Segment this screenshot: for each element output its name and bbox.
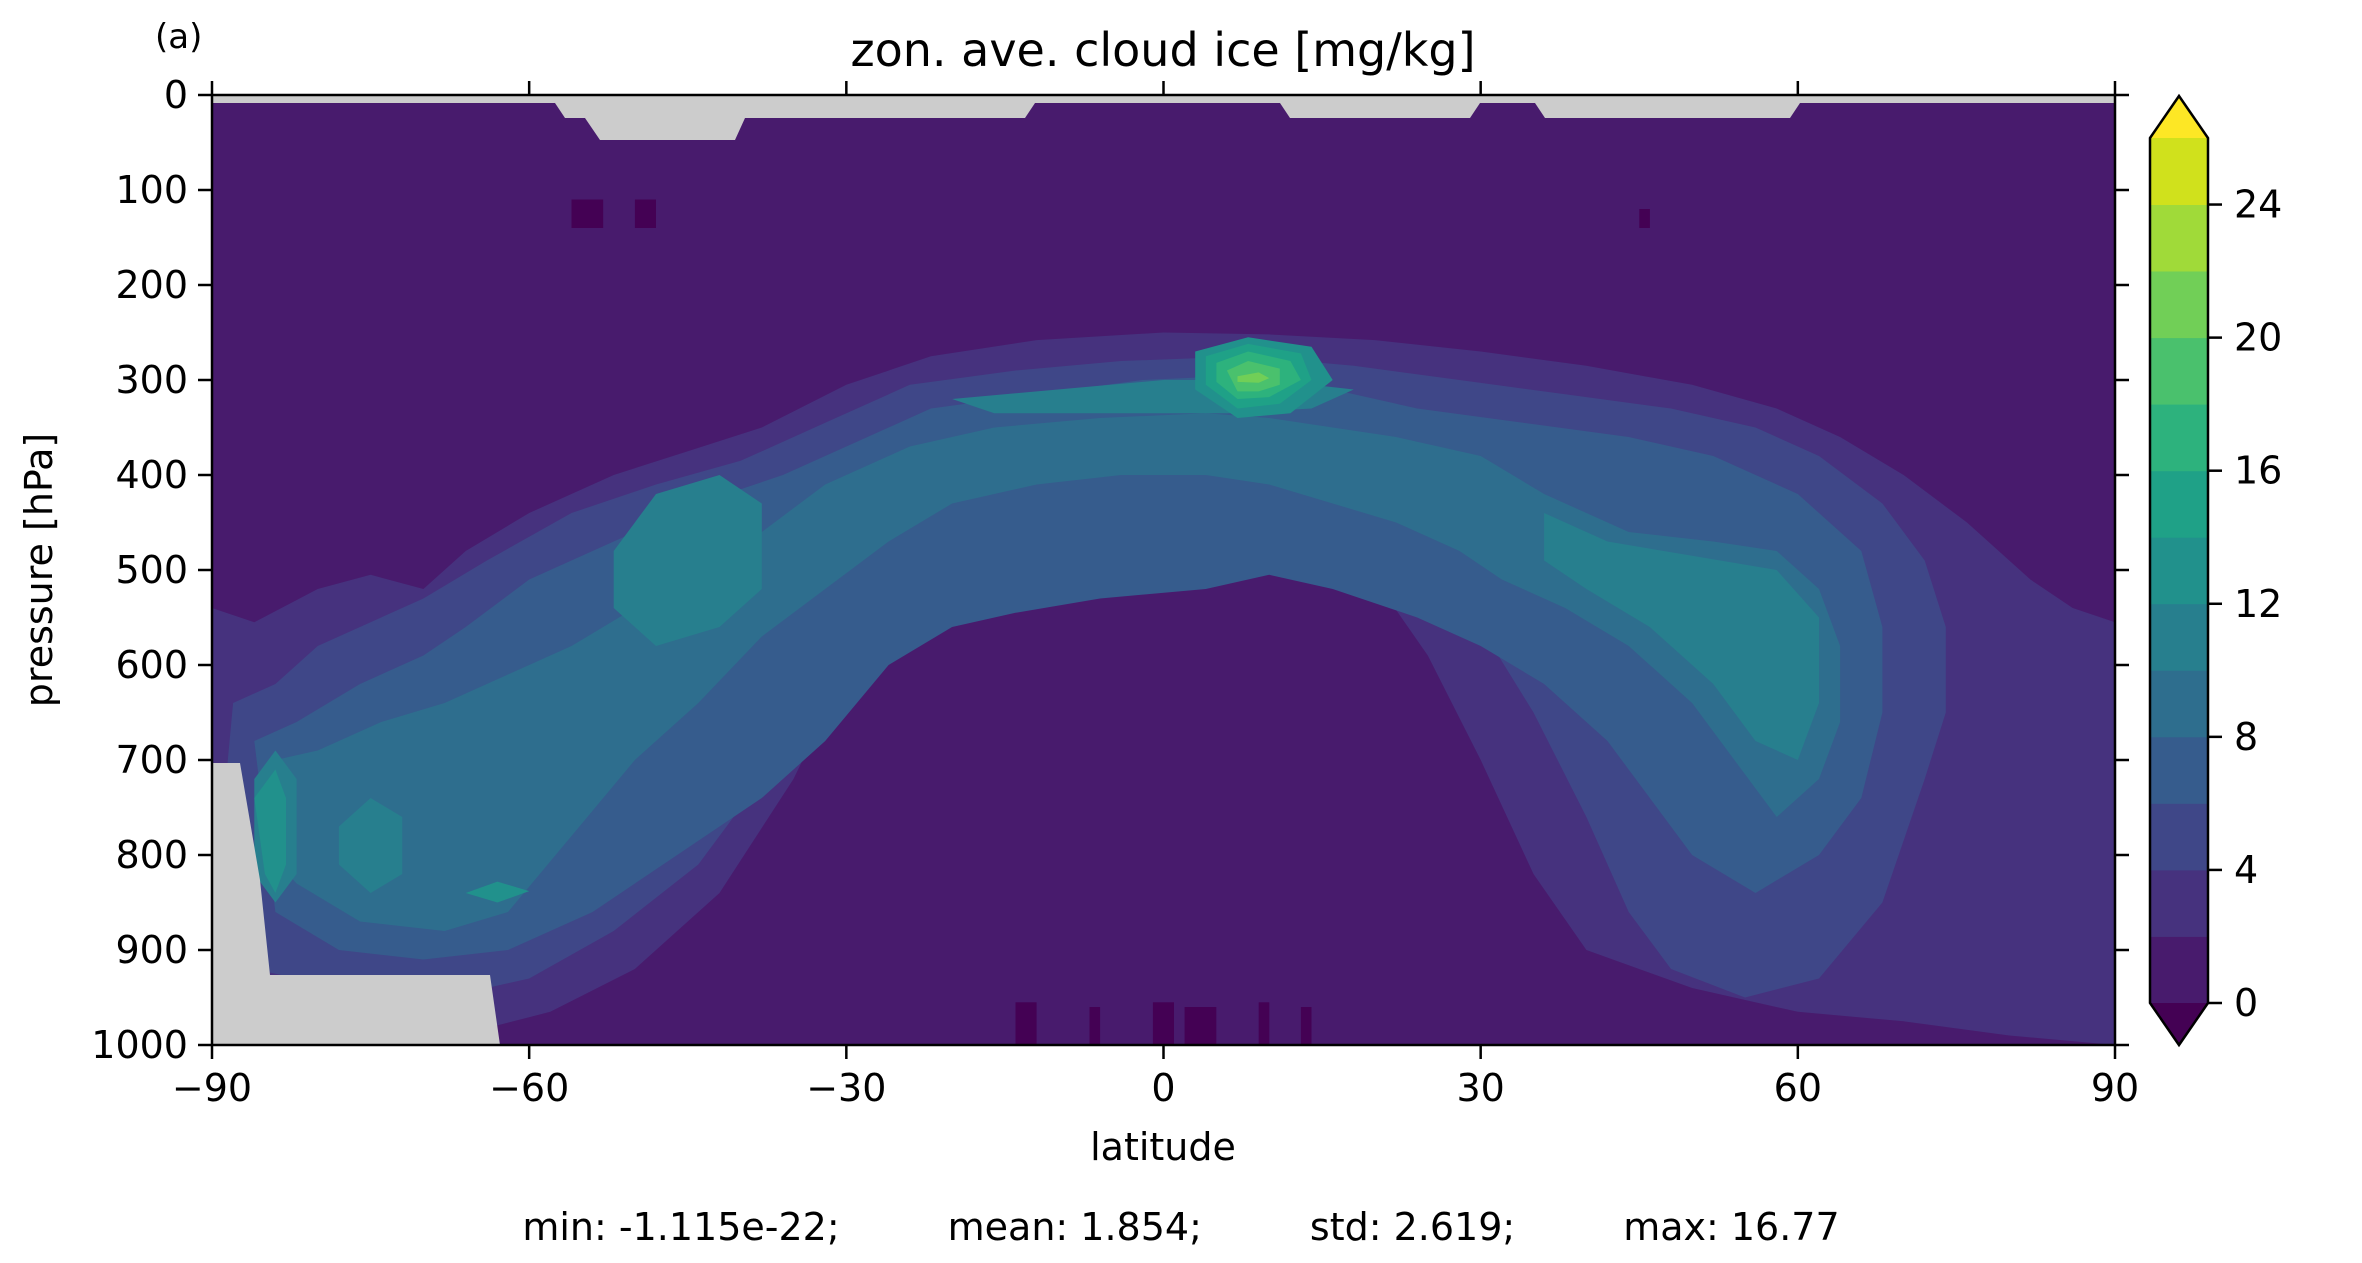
colorbar-tick-label: 20 [2234,316,2282,360]
y-tick-label: 400 [115,453,188,497]
y-tick-label: 800 [115,833,188,877]
contour-band-9 [254,769,286,893]
colorbar-tick-label: 24 [2234,183,2282,227]
colorbar-segment [2150,936,2208,1004]
colorbar-extend-max [2150,96,2208,138]
stat-max: max: 16.77 [1623,1205,1840,1249]
colorbar-segment [2150,670,2208,738]
below-zero-patch-3 [1184,1007,1217,1045]
stat-min: min: -1.115e-22; [522,1205,840,1249]
below-zero-patch-7 [634,199,656,228]
colorbar-segment [2150,537,2208,605]
contour-band-10 [465,881,530,903]
colorbar-tick-label: 12 [2234,582,2282,626]
missing-antarctic-surface [212,763,500,1045]
colorbar-segment [2150,470,2208,538]
colorbar-segment [2150,404,2208,472]
y-tick-label: 900 [115,928,188,972]
y-tick-label: 500 [115,548,188,592]
x-tick-label: 30 [1456,1066,1504,1110]
missing-data-regions [212,95,2115,1045]
colorbar-segment [2150,736,2208,804]
contour-band-8 [338,798,403,893]
colorbar-segment [2150,803,2208,871]
colorbar-tick-label: 16 [2234,449,2282,493]
below-zero-patch-2 [1152,1002,1174,1045]
x-tick-label: 60 [1774,1066,1822,1110]
x-tick-label: 0 [1151,1066,1175,1110]
y-tick-label: 0 [164,73,188,117]
x-tick-label: −90 [172,1066,252,1110]
y-tick-label: 600 [115,643,188,687]
x-axis-label: latitude [1090,1125,1236,1169]
colorbar-segment [2150,271,2208,339]
below-zero-patch-5 [1300,1007,1312,1045]
summary-statistics: min: -1.115e-22; mean: 1.854; std: 2.619; m… [0,1205,2362,1249]
colorbar-tick-label: 0 [2234,981,2258,1025]
colorbar-extend-min [2150,1003,2208,1045]
x-tick-label: −30 [806,1066,886,1110]
contour-band-3 [254,413,1841,931]
panel-label: (a) [155,17,202,57]
y-axis: 0 100 200 300 400 500 600 700 800 900 1000 [91,73,2129,1067]
below-zero-patch-8 [1639,209,1650,228]
y-tick-label: 700 [115,738,188,782]
y-tick-label: 300 [115,358,188,402]
chart-title: zon. ave. cloud ice [mg/kg] [850,23,1475,77]
x-axis: −90 −60 −30 0 30 60 90 [172,81,2139,1110]
plot-area [212,95,2115,1045]
colorbar: 0 4 8 12 16 20 24 [2148,93,2282,1048]
below-zero-patch-1 [1089,1007,1101,1045]
below-zero-patch-0 [1015,1002,1037,1045]
contour-band-15 [1237,372,1270,383]
stat-mean: mean: 1.854; [947,1205,1202,1249]
x-tick-label: 90 [2091,1066,2139,1110]
stat-std: std: 2.619; [1309,1205,1516,1249]
y-tick-label: 1000 [91,1023,188,1067]
below-zero-patch-6 [571,199,604,228]
colorbar-segment [2150,204,2208,272]
contour-band-5 [1544,513,1819,760]
y-tick-label: 100 [115,168,188,212]
colorbar-segment [2150,603,2208,671]
y-axis-label: pressure [hPa] [17,433,61,707]
colorbar-tick-label: 4 [2234,848,2258,892]
missing-top-strip [212,95,2115,140]
x-tick-label: −60 [489,1066,569,1110]
colorbar-tick-label: 8 [2234,715,2258,759]
y-tick-label: 200 [115,263,188,307]
colorbar-segment [2150,869,2208,937]
below-zero-patch-4 [1258,1002,1270,1045]
colorbar-segment [2150,337,2208,405]
contour-band-4 [613,475,762,646]
colorbar-segment [2150,138,2208,205]
contour-field [212,199,2115,1045]
